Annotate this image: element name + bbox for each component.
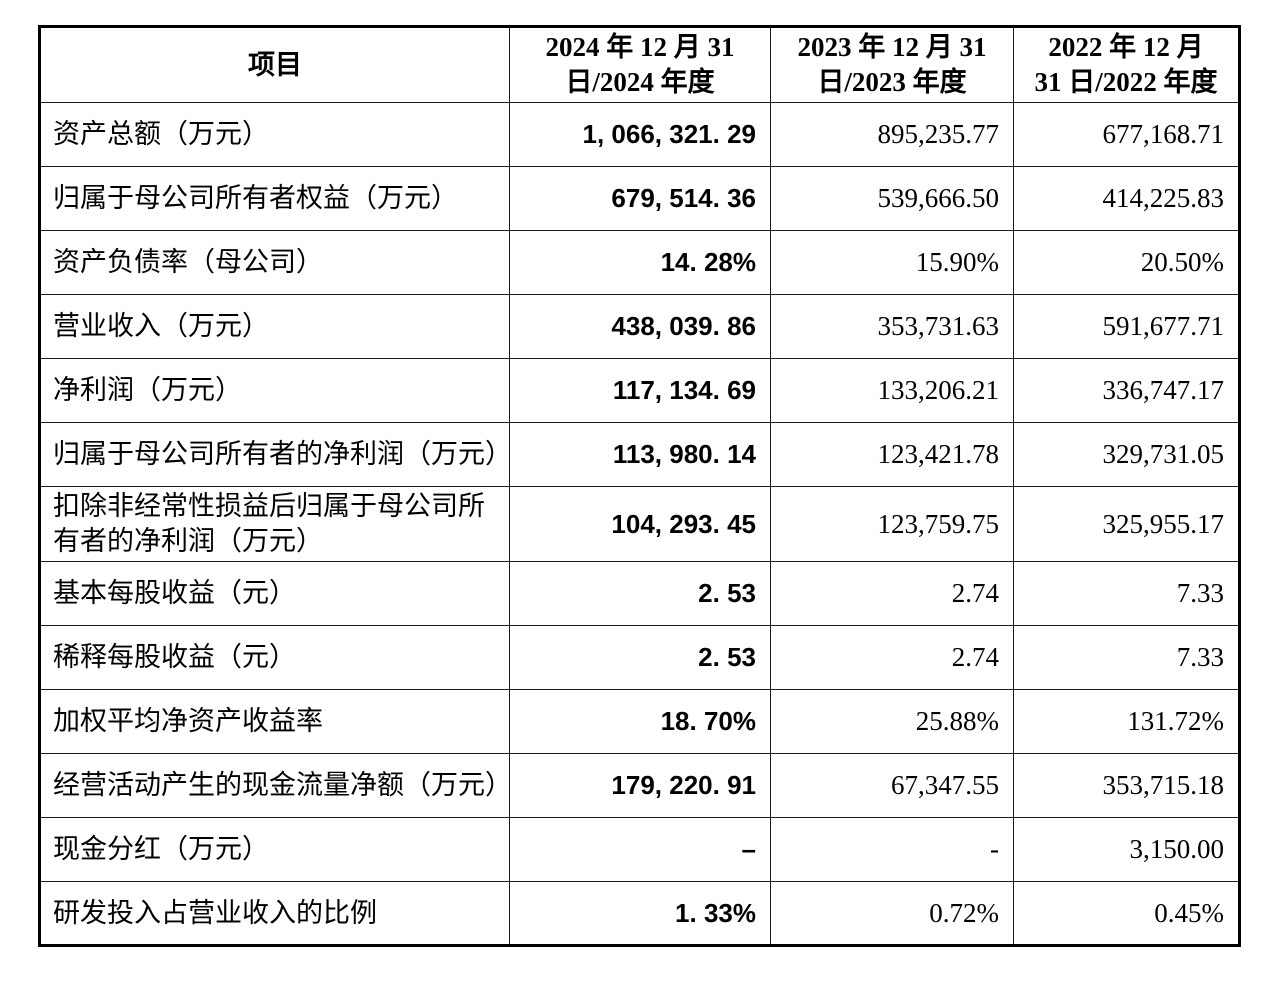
value-2022: 3,150.00	[1013, 817, 1240, 882]
header-row: 项目 2024 年 12 月 31 日/2024 年度 2023 年 12 月 …	[39, 26, 1240, 103]
value-2023: 2.74	[770, 561, 1014, 626]
table-row-deducted-net-profit: 扣除非经常性损益后归属于母公司所有者的净利润（万元） 104, 293. 45 …	[39, 486, 1240, 562]
value-2024: 179, 220. 91	[509, 753, 771, 818]
value-2022: 329,731.05	[1013, 422, 1240, 487]
header-2023: 2023 年 12 月 31 日/2023 年度	[770, 26, 1014, 103]
table-row-operating-revenue: 营业收入（万元） 438, 039. 86 353,731.63 591,677…	[39, 294, 1240, 359]
value-2024: 104, 293. 45	[509, 486, 771, 562]
table-row-total-assets: 资产总额（万元） 1, 066, 321. 29 895,235.77 677,…	[39, 102, 1240, 167]
table-row-rd-ratio: 研发投入占营业收入的比例 1. 33% 0.72% 0.45%	[39, 881, 1240, 946]
table-row-operating-cash-flow: 经营活动产生的现金流量净额（万元） 179, 220. 91 67,347.55…	[39, 753, 1240, 818]
value-2024: 1. 33%	[509, 881, 771, 946]
value-2022: 353,715.18	[1013, 753, 1240, 818]
row-label: 稀释每股收益（元）	[39, 625, 510, 690]
value-2022: 336,747.17	[1013, 358, 1240, 423]
header-item: 项目	[39, 26, 510, 103]
value-2022: 591,677.71	[1013, 294, 1240, 359]
value-2024: 2. 53	[509, 561, 771, 626]
value-2023: 2.74	[770, 625, 1014, 690]
row-label: 资产负债率（母公司）	[39, 230, 510, 295]
row-label: 净利润（万元）	[39, 358, 510, 423]
value-2024: –	[509, 817, 771, 882]
table-row-debt-ratio: 资产负债率（母公司） 14. 28% 15.90% 20.50%	[39, 230, 1240, 295]
value-2022: 677,168.71	[1013, 102, 1240, 167]
row-label: 研发投入占营业收入的比例	[39, 881, 510, 946]
row-label: 加权平均净资产收益率	[39, 689, 510, 754]
row-label: 资产总额（万元）	[39, 102, 510, 167]
row-label: 扣除非经常性损益后归属于母公司所有者的净利润（万元）	[39, 486, 510, 562]
value-2022: 325,955.17	[1013, 486, 1240, 562]
value-2024: 679, 514. 36	[509, 166, 771, 231]
value-2024: 113, 980. 14	[509, 422, 771, 487]
row-label: 归属于母公司所有者权益（万元）	[39, 166, 510, 231]
value-2023: 895,235.77	[770, 102, 1014, 167]
value-2024: 1, 066, 321. 29	[509, 102, 771, 167]
value-2022: 20.50%	[1013, 230, 1240, 295]
row-label: 现金分红（万元）	[39, 817, 510, 882]
value-2024: 2. 53	[509, 625, 771, 690]
table-row-parent-net-profit: 归属于母公司所有者的净利润（万元） 113, 980. 14 123,421.7…	[39, 422, 1240, 487]
value-2023: 0.72%	[770, 881, 1014, 946]
value-2023: 353,731.63	[770, 294, 1014, 359]
value-2023: 123,421.78	[770, 422, 1014, 487]
header-2024: 2024 年 12 月 31 日/2024 年度	[509, 26, 771, 103]
value-2024: 14. 28%	[509, 230, 771, 295]
table-row-cash-dividend: 现金分红（万元） – - 3,150.00	[39, 817, 1240, 882]
value-2022: 0.45%	[1013, 881, 1240, 946]
value-2023: 539,666.50	[770, 166, 1014, 231]
value-2023: 67,347.55	[770, 753, 1014, 818]
value-2022: 131.72%	[1013, 689, 1240, 754]
value-2023: 15.90%	[770, 230, 1014, 295]
value-2022: 7.33	[1013, 561, 1240, 626]
value-2024: 438, 039. 86	[509, 294, 771, 359]
table-row-weighted-roe: 加权平均净资产收益率 18. 70% 25.88% 131.72%	[39, 689, 1240, 754]
value-2023: -	[770, 817, 1014, 882]
row-label: 营业收入（万元）	[39, 294, 510, 359]
financial-summary-table-container: 项目 2024 年 12 月 31 日/2024 年度 2023 年 12 月 …	[38, 25, 1241, 947]
header-2022: 2022 年 12 月 31 日/2022 年度	[1013, 26, 1240, 103]
row-label: 归属于母公司所有者的净利润（万元）	[39, 422, 512, 487]
table-row-net-profit: 净利润（万元） 117, 134. 69 133,206.21 336,747.…	[39, 358, 1240, 423]
value-2023: 25.88%	[770, 689, 1014, 754]
value-2023: 133,206.21	[770, 358, 1014, 423]
table-row-diluted-eps: 稀释每股收益（元） 2. 53 2.74 7.33	[39, 625, 1240, 690]
value-2023: 123,759.75	[770, 486, 1014, 562]
table-row-parent-equity: 归属于母公司所有者权益（万元） 679, 514. 36 539,666.50 …	[39, 166, 1240, 231]
value-2024: 117, 134. 69	[509, 358, 771, 423]
value-2022: 414,225.83	[1013, 166, 1240, 231]
value-2024: 18. 70%	[509, 689, 771, 754]
row-label: 经营活动产生的现金流量净额（万元）	[39, 753, 512, 818]
value-2022: 7.33	[1013, 625, 1240, 690]
row-label: 基本每股收益（元）	[39, 561, 510, 626]
table-row-basic-eps: 基本每股收益（元） 2. 53 2.74 7.33	[39, 561, 1240, 626]
financial-summary-table: 项目 2024 年 12 月 31 日/2024 年度 2023 年 12 月 …	[38, 25, 1241, 947]
